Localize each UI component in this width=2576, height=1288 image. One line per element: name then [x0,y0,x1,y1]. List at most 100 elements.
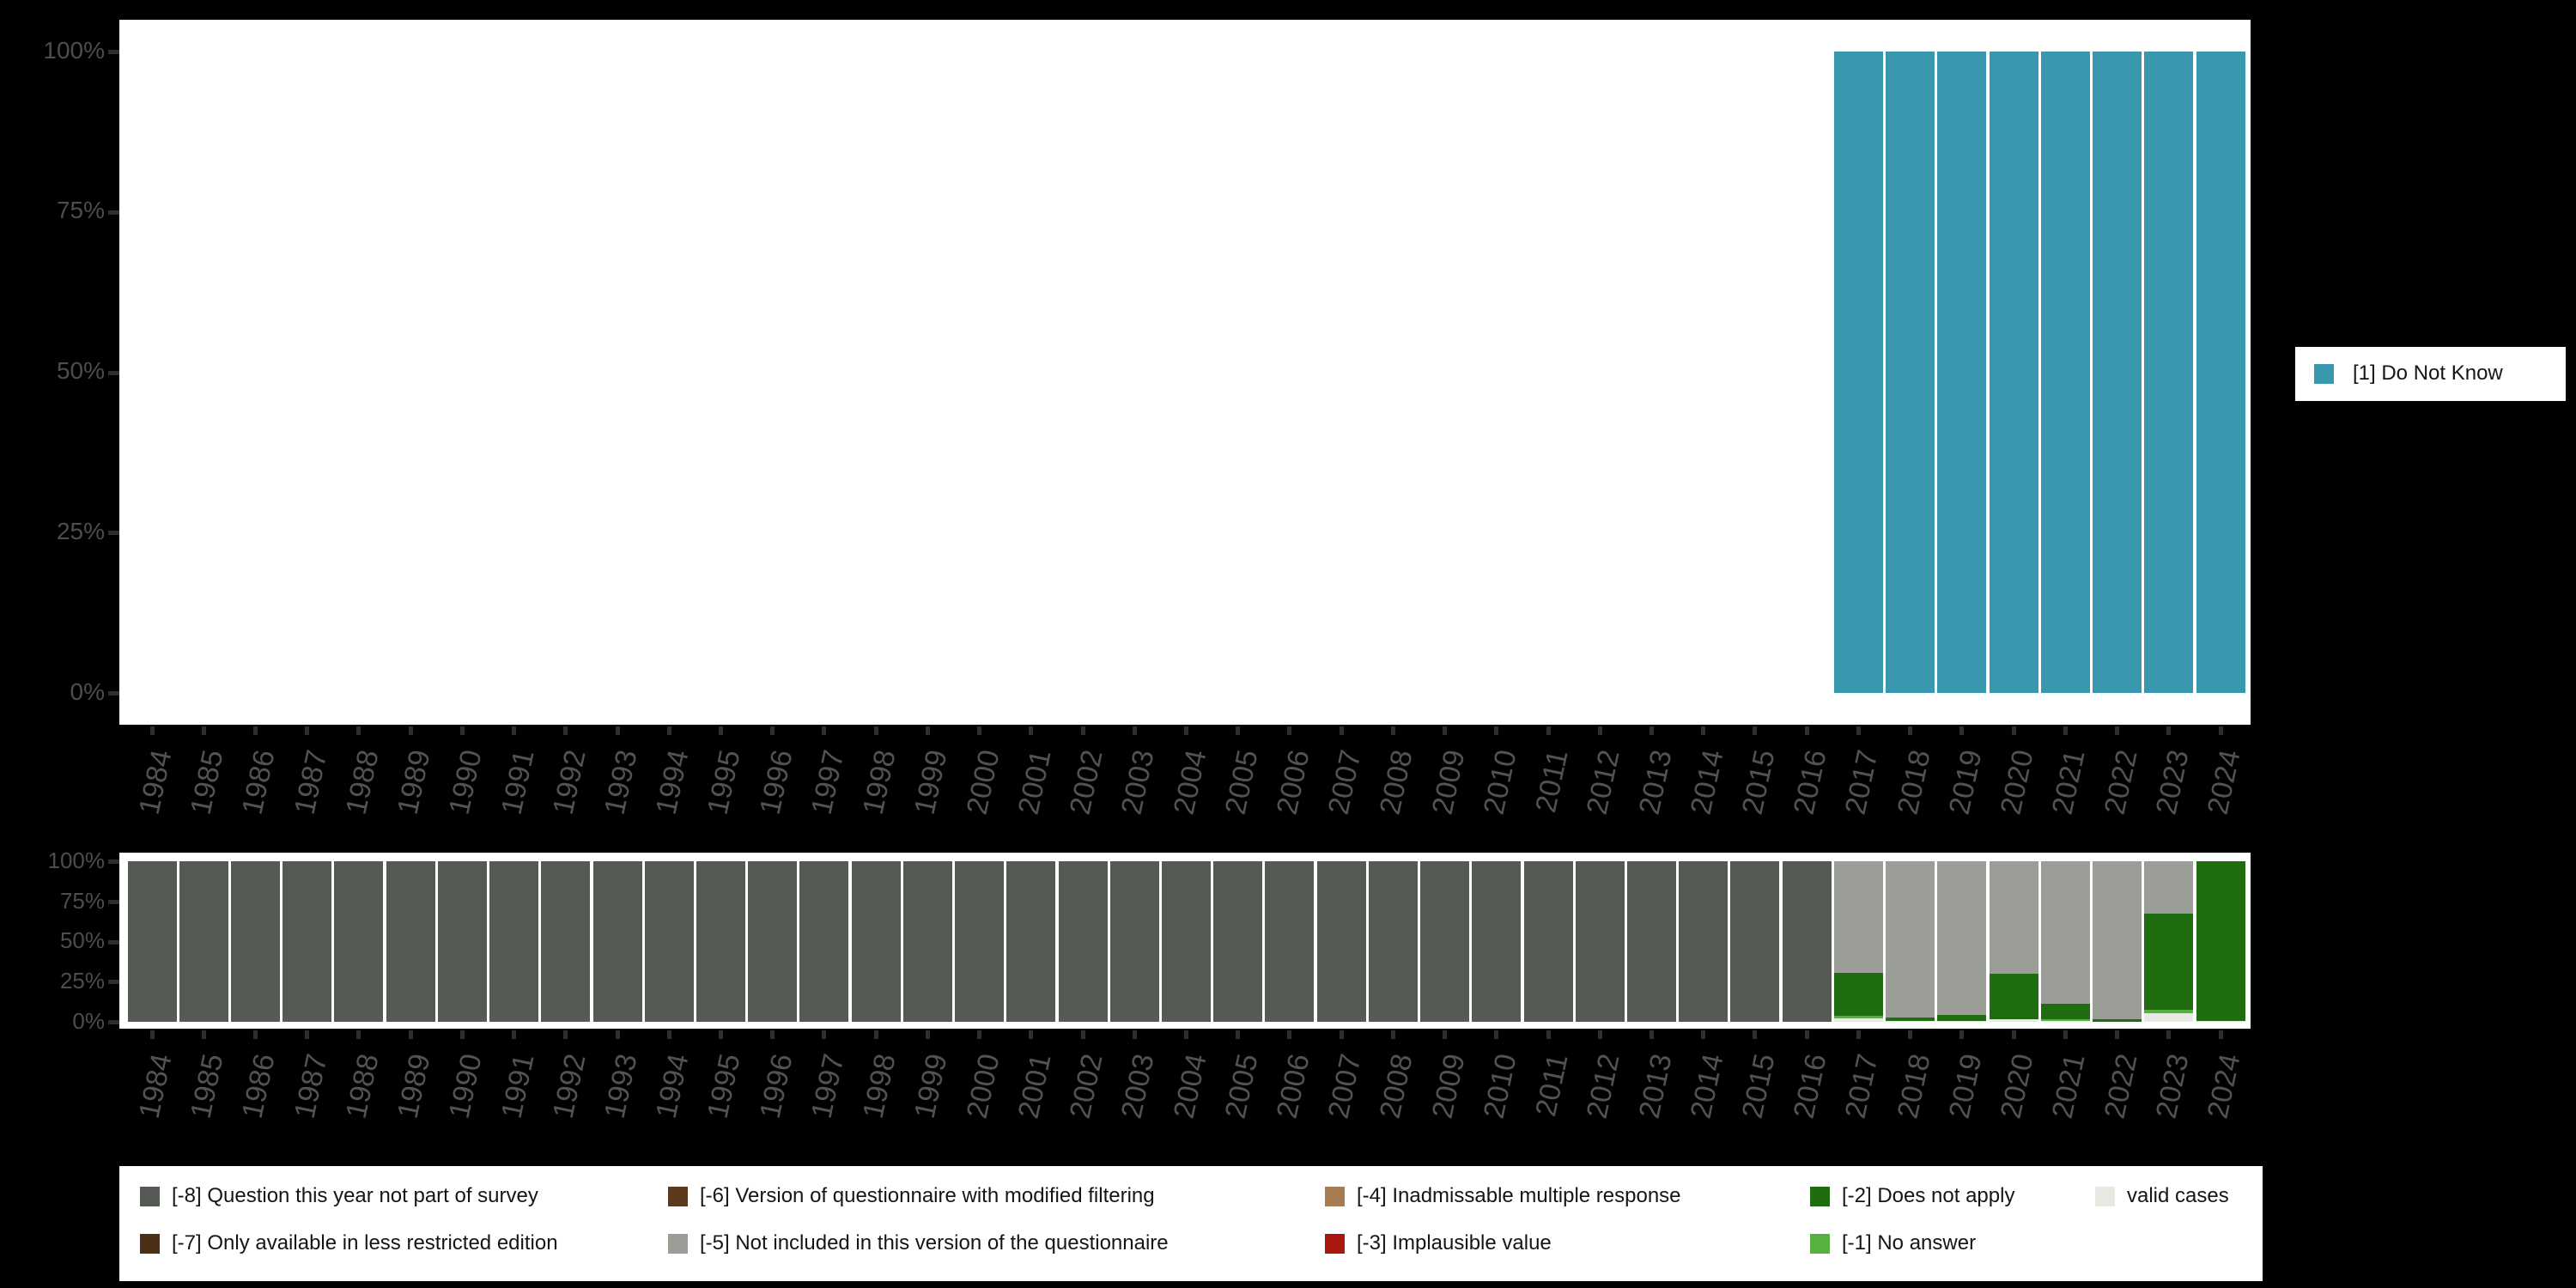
x-tick [356,1030,361,1039]
y-tick [108,531,119,536]
y-tick [108,939,119,945]
bar-segment [127,861,177,1022]
bar-segment [2144,861,2194,914]
x-tick [252,1030,258,1039]
bar-segment [2093,1019,2142,1022]
x-tick [252,726,258,735]
bar-segment [1420,861,1470,1022]
x-tick [1390,1030,1395,1039]
bar-segment [1213,861,1263,1022]
top-chart-legend: [1] Do Not Know [2295,347,2566,401]
bar-segment [1886,861,1935,1018]
bar-segment [541,861,591,1022]
bar-segment [2040,1004,2090,1019]
x-tick [1494,726,1499,735]
legend-swatch [140,1234,160,1254]
x-tick [925,1030,930,1039]
x-tick [1804,726,1809,735]
y-tick-label: 100% [43,36,105,64]
x-tick [1494,1030,1499,1039]
x-tick [770,726,775,735]
x-tick [563,726,568,735]
bar-segment [1989,861,2038,974]
x-tick [1701,1030,1706,1039]
x-tick [1080,726,1085,735]
bar-segment [902,861,952,1022]
y-tick-label: 0% [72,1007,105,1034]
x-tick [2063,1030,2068,1039]
x-tick [1184,726,1188,735]
x-tick [1753,726,1758,735]
x-tick [1080,1030,1085,1039]
y-tick [108,860,119,864]
y-tick-label: 75% [56,197,105,224]
y-tick-label: 25% [59,968,105,994]
bar-segment [2040,52,2090,693]
bar-segment [1679,861,1728,1022]
x-tick [1390,726,1395,735]
x-tick [305,726,310,735]
bar-segment [851,861,901,1022]
x-tick [2011,1030,2016,1039]
bar-segment [1833,1018,1883,1022]
bar-segment [283,861,332,1022]
bar-segment [2144,1013,2194,1022]
bar-segment [1833,861,1883,973]
bar-segment [2196,1020,2245,1022]
bar-segment [955,861,1005,1022]
x-tick [1753,1030,1758,1039]
bar-segment [1523,861,1573,1022]
bar-segment [1833,1015,1883,1019]
x-tick [1649,726,1655,735]
bar-segment [230,861,280,1022]
y-tick [108,210,119,215]
x-tick [1908,1030,1913,1039]
bottom-chart-legend: [-8] Question this year not part of surv… [119,1166,2263,1281]
bar-segment [1627,861,1677,1022]
x-tick [615,1030,620,1039]
x-tick [1443,726,1448,735]
y-tick-label: 75% [59,887,105,914]
legend-item-label: [-6] Version of questionnaire with modif… [700,1184,1155,1207]
x-tick [977,1030,982,1039]
y-tick [108,899,119,904]
x-tick [873,1030,878,1039]
bar-segment [592,861,642,1022]
x-tick [149,726,155,735]
bar-segment [1109,861,1159,1022]
x-tick [408,1030,413,1039]
x-tick [1701,726,1706,735]
bar-segment [1937,1014,1987,1022]
x-tick [201,1030,206,1039]
x-tick [2166,726,2172,735]
legend-swatch [2095,1187,2115,1206]
legend-swatch [1325,1234,1345,1254]
bar-segment [2144,1009,2194,1014]
bar-segment [2040,1018,2090,1022]
bar-segment [334,861,384,1022]
bar-segment [1316,861,1366,1022]
x-tick [1959,726,1965,735]
x-tick [1132,1030,1137,1039]
bar-segment [1886,1021,1935,1022]
bar-segment [1730,861,1780,1022]
bar-segment [2196,52,2245,693]
y-tick-label: 50% [56,357,105,385]
bar-segment [696,861,745,1022]
x-tick [2218,726,2223,735]
x-tick [1443,1030,1448,1039]
x-tick [2115,1030,2120,1039]
bar-segment [1886,1017,1935,1022]
y-tick-label: 50% [59,927,105,954]
y-tick [108,370,119,375]
bar-segment [644,861,694,1022]
bar-segment [437,861,487,1022]
x-tick [2166,1030,2172,1039]
x-tick [2063,726,2068,735]
legend-item-label: valid cases [2127,1184,2229,1207]
bar-segment [386,861,435,1022]
x-tick [2218,1030,2223,1039]
legend-item-label: [-7] Only available in less restricted e… [172,1231,558,1255]
legend-item-label: [-8] Question this year not part of surv… [172,1184,538,1207]
